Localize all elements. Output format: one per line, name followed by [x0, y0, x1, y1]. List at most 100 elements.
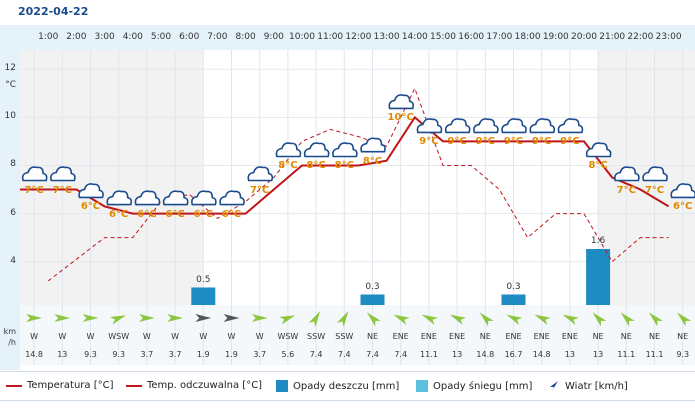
wind-speed-label: 13	[593, 350, 604, 359]
wind-arrow-icon	[506, 314, 523, 326]
hour-label: 22:00	[627, 32, 654, 42]
wind-arrow-icon	[195, 314, 212, 322]
rain-bar	[360, 294, 385, 305]
wind-speed-label: 14.8	[476, 350, 495, 359]
hour-label: 3:00	[94, 32, 115, 42]
wind-speed-label: 16.7	[504, 350, 523, 359]
cloud-icon-shape	[444, 118, 471, 134]
wind-speed-label: 14.8	[532, 350, 551, 359]
wind-direction-label: W	[58, 332, 67, 341]
y-tick-label: 10	[4, 111, 16, 122]
wind-speed-label: 9.3	[676, 350, 690, 359]
wind-direction-label: NE	[648, 332, 661, 341]
legend-feels-like: Temp. odczuwalna [°C]	[126, 380, 262, 391]
wind-speed-label: 3.7	[168, 350, 182, 359]
cloud-icon-shape	[21, 166, 48, 182]
legend-feel-swatch	[126, 384, 142, 387]
cloud-icon	[557, 118, 584, 134]
wind-arrow-icon	[251, 314, 268, 322]
legend-wind-label: Wiatr [km/h]	[565, 380, 628, 392]
cloud-icon-shape	[162, 190, 189, 206]
wind-speed-label: 1.9	[225, 350, 238, 359]
wind-speed-label: 7.4	[337, 350, 351, 359]
hour-label: 23:00	[655, 32, 682, 42]
cloud-icon	[247, 166, 274, 182]
temperature-value-label: 9°C	[475, 136, 495, 148]
temperature-value-label: 9°C	[560, 136, 580, 148]
cloud-icon	[162, 190, 189, 206]
wind-direction-label: WSW	[277, 332, 299, 341]
wind-arrow-icon	[479, 312, 494, 327]
wind-arrow-icon	[366, 312, 381, 327]
wind-direction-label: W	[227, 332, 236, 341]
cloud-icon	[106, 190, 133, 206]
wind-arrow-icon	[449, 314, 467, 326]
wind-direction-label: W	[30, 332, 39, 341]
wind-arrow-icon	[393, 314, 410, 326]
hour-label: 20:00	[571, 32, 597, 42]
y-tick-label: 8	[10, 159, 16, 170]
hour-label: 19:00	[542, 32, 569, 42]
hour-label: 15:00	[430, 32, 456, 42]
hour-axis-band	[0, 25, 695, 50]
hour-label: 8:00	[235, 32, 256, 42]
y-tick-label: 12	[4, 63, 16, 74]
cloud-icon	[444, 118, 471, 134]
wind-speed-label: 11.1	[617, 350, 636, 359]
rain-bar	[586, 249, 611, 305]
wind-direction-label: SSW	[307, 332, 326, 341]
wind-arrow-icon	[54, 314, 71, 322]
hour-label: 13:00	[373, 32, 400, 42]
wind-direction-label: NE	[677, 332, 689, 341]
legend-temperature: Temperatura [°C]	[6, 380, 114, 391]
cloud-icon	[219, 190, 245, 206]
wind-unit-km: km	[3, 327, 16, 336]
wind-arrow-icon	[167, 314, 184, 322]
legend-snow-swatch	[416, 380, 428, 392]
rain-bar	[191, 287, 216, 305]
wind-direction-label: W	[199, 332, 208, 341]
wind-direction-label: NE	[479, 332, 491, 341]
rain-value-label: 0.5	[196, 274, 211, 285]
cloud-icon	[21, 166, 48, 182]
temperature-value-label: 9°C	[532, 136, 552, 148]
wind-speed-label: 11.1	[645, 350, 664, 359]
wind-arrow-icon	[336, 311, 349, 327]
wind-arrow-icon	[550, 381, 558, 391]
temperature-value-label: 6°C	[165, 208, 185, 220]
y-tick-label: 4	[10, 255, 16, 266]
wind-direction-label: ENE	[533, 332, 550, 341]
wind-direction-label: ENE	[561, 332, 578, 341]
wind-arrow-icon	[562, 314, 579, 326]
temperature-value-label: 10°C	[387, 112, 414, 124]
legend-temp-swatch	[6, 384, 22, 387]
cloud-icon-shape	[191, 190, 217, 206]
cloud-icon	[303, 142, 330, 158]
temperature-value-label: 8°C	[278, 160, 298, 172]
rain-value-label: 0.3	[506, 281, 521, 292]
cloud-icon	[275, 142, 302, 158]
legend-rain-swatch	[276, 380, 288, 392]
left-axis-band	[0, 25, 20, 370]
wind-arrow-icon	[26, 314, 43, 322]
hour-label: 12:00	[345, 32, 372, 42]
wind-speed-label: 3.7	[140, 350, 154, 359]
wind-speed-label: 3.7	[253, 350, 267, 359]
temperature-value-label: 9°C	[503, 136, 524, 148]
temperature-line	[20, 115, 670, 215]
cloud-icon-shape	[247, 166, 274, 182]
wind-speed-label: 13	[452, 350, 463, 359]
wind-speed-label: 14.8	[25, 350, 43, 359]
chart-date: 2022-04-22	[18, 5, 89, 18]
cloud-icon-shape	[134, 190, 161, 206]
hour-label: 14:00	[401, 32, 428, 42]
wind-arrow-icon	[648, 312, 663, 327]
wind-speed-label: 1.9	[196, 350, 210, 359]
wind-speed-label: 9.3	[84, 350, 97, 359]
cloud-icon	[191, 190, 217, 206]
temperature-value-label: 7°C	[24, 184, 44, 196]
legend-rain: Opady deszczu [mm]	[276, 380, 399, 392]
hour-label: 7:00	[207, 32, 228, 42]
